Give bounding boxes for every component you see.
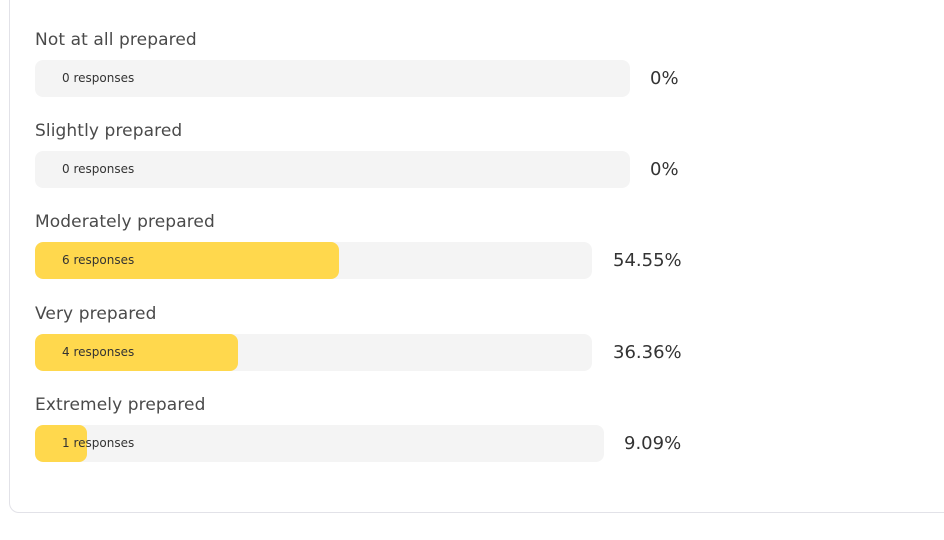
response-percent: 0% (650, 159, 679, 180)
response-count: 0 responses (62, 162, 135, 176)
response-count: 6 responses (62, 253, 135, 267)
response-count: 0 responses (62, 71, 135, 85)
option-label: Moderately prepared (35, 212, 215, 232)
response-count: 4 responses (62, 345, 135, 359)
response-bar-track: 0 responses (35, 151, 630, 188)
response-bar-fill (35, 242, 339, 279)
response-bar-fill (35, 334, 238, 371)
option-label: Extremely prepared (35, 395, 206, 415)
response-bar-track: 4 responses (35, 334, 592, 371)
response-bar-track: 1 responses (35, 425, 604, 462)
option-label: Slightly prepared (35, 121, 183, 141)
response-count: 1 responses (62, 436, 135, 450)
option-label: Very prepared (35, 304, 157, 324)
response-percent: 54.55% (613, 250, 682, 271)
response-percent: 0% (650, 68, 679, 89)
option-label: Not at all prepared (35, 30, 197, 50)
response-bar-fill (35, 425, 87, 462)
response-percent: 36.36% (613, 342, 682, 363)
response-bar-track: 0 responses (35, 60, 630, 97)
response-bar-track: 6 responses (35, 242, 592, 279)
response-percent: 9.09% (624, 433, 682, 454)
